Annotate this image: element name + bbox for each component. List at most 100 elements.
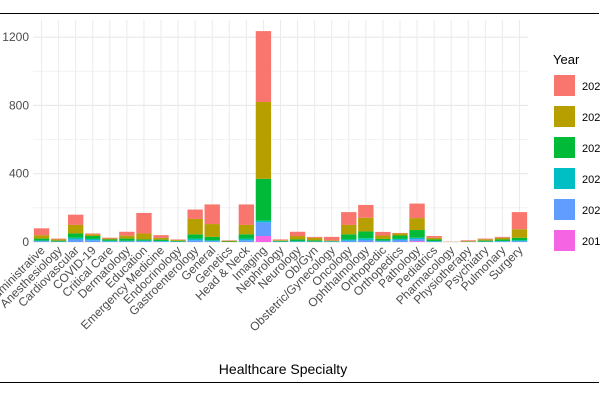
bar-segment xyxy=(409,218,425,231)
y-axis: 0 400 800 1200 xyxy=(2,30,29,249)
bar-segment xyxy=(392,232,408,234)
bar-segment xyxy=(494,241,511,242)
figure-frame xyxy=(0,13,599,383)
bar-segment xyxy=(136,239,152,241)
bar-segment xyxy=(238,240,255,242)
bar-segment xyxy=(289,231,306,237)
bar-segment xyxy=(511,241,528,242)
bar-segment xyxy=(221,240,237,241)
bar-segment xyxy=(511,240,528,242)
legend-key xyxy=(554,106,575,127)
legend-key xyxy=(554,199,575,220)
bar-segment xyxy=(375,240,391,242)
legend-key xyxy=(554,230,575,251)
bar-segment xyxy=(341,239,357,241)
bar-segment xyxy=(511,237,528,241)
bar-segment xyxy=(136,241,152,242)
bar-segment xyxy=(460,241,476,242)
y-tick-label: 800 xyxy=(9,98,29,112)
bar-segment xyxy=(494,239,511,241)
bar-segment xyxy=(289,236,306,240)
bar-segment xyxy=(426,236,442,238)
bar-segment xyxy=(477,238,494,240)
y-tick-label: 0 xyxy=(22,235,29,249)
bar-segment xyxy=(187,240,203,242)
bar-segment xyxy=(187,218,203,235)
bar-segment xyxy=(221,240,237,242)
bar-segment xyxy=(426,237,442,240)
bar-segment xyxy=(324,236,340,241)
bar-segment xyxy=(67,237,84,240)
bar-segment xyxy=(238,238,255,241)
bar-segment xyxy=(33,228,50,236)
bar-segment xyxy=(85,238,101,241)
grid xyxy=(33,20,528,243)
bar-segment xyxy=(221,241,237,242)
bar-segment xyxy=(67,224,84,234)
bar-segment xyxy=(375,241,391,242)
bar-segment xyxy=(238,204,255,225)
bar-segment xyxy=(392,238,408,240)
bar-segment xyxy=(494,237,511,240)
bar-segment xyxy=(255,236,272,242)
bar-segment xyxy=(50,239,67,241)
bar-segment xyxy=(102,239,118,241)
bar-segment xyxy=(170,240,186,242)
bar-segment xyxy=(426,241,442,242)
bar-segment xyxy=(153,241,169,242)
bar-segment xyxy=(153,235,169,238)
bar-segment xyxy=(204,224,220,237)
bar-segment xyxy=(409,230,425,238)
legend-title: Year xyxy=(553,52,580,67)
bar-segment xyxy=(392,239,408,242)
bar-segment xyxy=(136,240,152,242)
bar-segment xyxy=(306,236,323,238)
bar-segment xyxy=(255,178,272,221)
bar-segment xyxy=(392,235,408,239)
bar-segment xyxy=(511,229,528,238)
legend-label: 202 xyxy=(582,143,600,155)
bar-segment xyxy=(119,235,135,239)
bar-segment xyxy=(255,220,272,223)
bar-segment xyxy=(102,238,118,240)
legend-label: 202 xyxy=(582,205,600,217)
bar-segment xyxy=(358,204,374,218)
bar-segment xyxy=(306,240,323,242)
bar-segment xyxy=(238,224,255,235)
bar-segment xyxy=(119,231,135,236)
bar-segment xyxy=(204,241,220,242)
bar-segment xyxy=(392,233,408,236)
bar-segment xyxy=(170,239,186,240)
bar-segment xyxy=(494,236,511,238)
x-axis: AdministrativeAnesthesiologyCardiovascul… xyxy=(0,243,526,335)
bar-segment xyxy=(358,239,374,242)
bar-segment xyxy=(119,238,135,241)
x-axis-title: Healthcare Specialty xyxy=(219,361,347,377)
bar-segment xyxy=(477,239,494,241)
legend-key xyxy=(554,137,575,158)
bar-segment xyxy=(170,239,186,241)
bar-segment xyxy=(375,231,391,236)
bar-segment xyxy=(477,240,494,242)
bar-segment xyxy=(50,240,67,242)
bar-segment xyxy=(67,233,84,238)
bar-segment xyxy=(33,241,50,242)
bar-segment xyxy=(358,238,374,240)
bar-segment xyxy=(67,239,84,242)
bar-segment xyxy=(238,234,255,239)
bar-segment xyxy=(85,233,101,235)
bar-segment xyxy=(272,240,289,242)
bar-segment xyxy=(341,212,357,225)
bar-segment xyxy=(187,234,203,239)
bar-segment xyxy=(153,237,169,240)
legend-label: 202 xyxy=(582,174,600,186)
bar-segment xyxy=(511,212,528,230)
bar-segment xyxy=(409,237,425,240)
bar-segment xyxy=(33,235,50,239)
bar-segment xyxy=(119,240,135,242)
bar-segment xyxy=(289,239,306,242)
bar-segment xyxy=(204,236,220,241)
bar-segment xyxy=(306,237,323,241)
bar-segment xyxy=(375,238,391,241)
bar-segment xyxy=(341,234,357,240)
